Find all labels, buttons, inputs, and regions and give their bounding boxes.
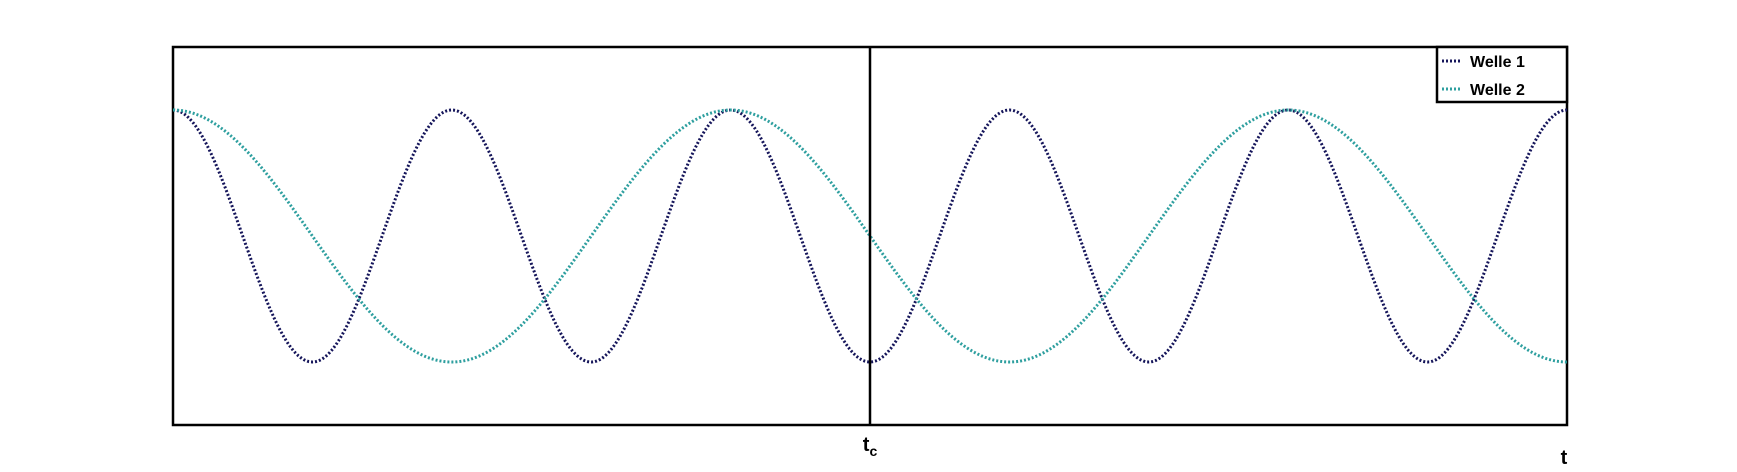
- tc-marker-label: tc: [863, 434, 878, 459]
- tc-marker-subscript: c: [869, 443, 877, 459]
- legend-label-2: Welle 2: [1470, 82, 1525, 99]
- legend: Welle 1 Welle 2: [1435, 45, 1569, 104]
- x-axis-label: t: [1561, 447, 1568, 469]
- series-line-1: [172, 108, 1568, 364]
- legend-box: [1435, 45, 1569, 104]
- legend-label-1: Welle 1: [1470, 54, 1525, 71]
- series-layer: [172, 108, 1568, 364]
